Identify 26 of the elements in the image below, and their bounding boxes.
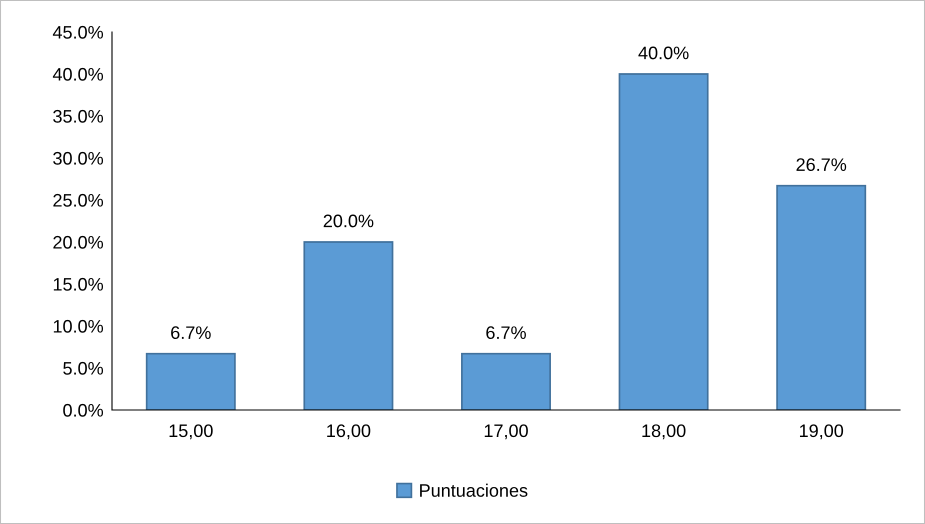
- x-tick-label: 15,00: [170, 424, 213, 440]
- bar: [146, 352, 236, 410]
- y-tick-label: 0.0%: [63, 404, 104, 417]
- legend-label: Puntuaciones: [420, 484, 528, 497]
- bar: [461, 352, 551, 410]
- y-tick-label: 35.0%: [53, 110, 104, 123]
- x-tick-label: 16,00: [327, 424, 370, 440]
- data-label: 40.0%: [638, 46, 689, 60]
- data-label: 6.7%: [486, 326, 526, 340]
- y-tick-label: 20.0%: [53, 236, 104, 249]
- x-tick-label: 17,00: [484, 424, 528, 440]
- bar: [303, 241, 394, 410]
- data-label: 6.7%: [171, 326, 211, 340]
- y-tick-label: 10.0%: [54, 320, 104, 333]
- x-tick-label: 19,00: [800, 424, 844, 440]
- data-label: 26.7%: [796, 158, 846, 172]
- bar: [776, 184, 866, 410]
- y-tick-label: 15.0%: [54, 278, 104, 291]
- y-tick-label: 45.0%: [52, 26, 104, 39]
- bar: [618, 73, 709, 410]
- y-tick-label: 25.0%: [53, 194, 104, 207]
- y-tick-label: 5.0%: [63, 362, 104, 375]
- y-tick-label: 30.0%: [53, 152, 104, 165]
- x-tick-label: 18,00: [642, 424, 686, 440]
- y-tick-label: 40.0%: [52, 68, 104, 81]
- data-label: 20.0%: [324, 214, 374, 228]
